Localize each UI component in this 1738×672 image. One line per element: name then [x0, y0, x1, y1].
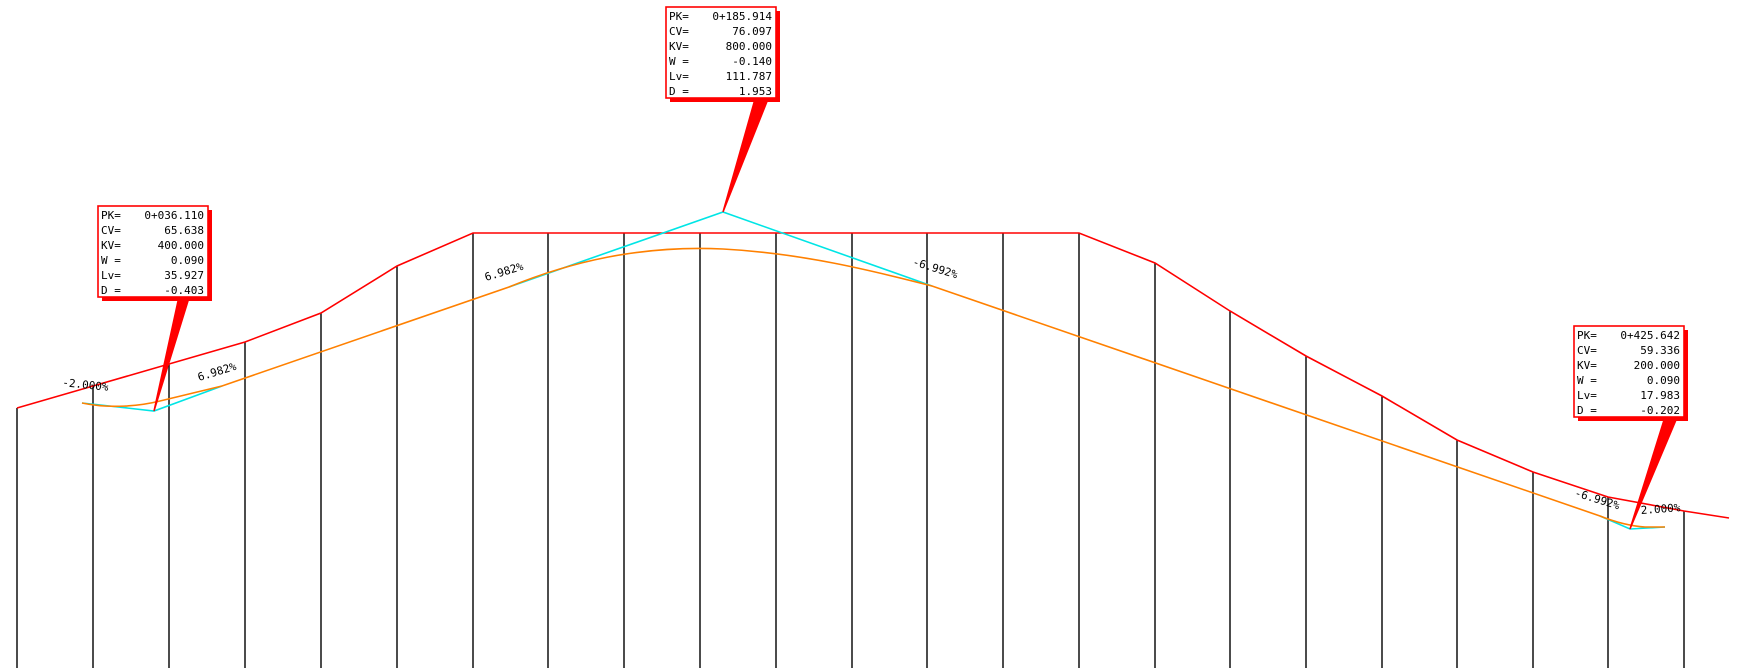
callout-value: 1.953 — [739, 85, 772, 98]
callout-value: 0.090 — [1647, 374, 1680, 387]
callout-value: -0.140 — [732, 55, 772, 68]
callout-vc3: PK= 0+425.642 CV= 59.336 KV= 200.000 W = 0.090 L… — [1573, 325, 1688, 421]
callout-key: CV= — [101, 224, 121, 237]
grade-line — [81, 247, 1665, 528]
callout-value: 35.927 — [164, 269, 204, 282]
callout-key: Lv= — [101, 269, 121, 282]
leader-vc2 — [722, 98, 770, 213]
station-lines — [16, 233, 1685, 669]
callout-key: W = — [669, 55, 689, 68]
tangent-lines — [81, 211, 1666, 530]
callout-value: 111.787 — [726, 70, 772, 83]
callout-box — [97, 205, 209, 298]
callout-value: -0.202 — [1640, 404, 1680, 417]
callout-key: PK= — [669, 10, 689, 23]
callout-box — [1573, 325, 1685, 418]
leader-vc1 — [153, 300, 190, 412]
callout-key: PK= — [1577, 329, 1597, 342]
callout-key: KV= — [669, 40, 689, 53]
callout-value: 59.336 — [1640, 344, 1680, 357]
callout-value: 200.000 — [1634, 359, 1680, 372]
callout-key: KV= — [1577, 359, 1597, 372]
callout-value: -0.403 — [164, 284, 204, 297]
callout-key: D = — [1577, 404, 1597, 417]
callout-value: 0.090 — [171, 254, 204, 267]
callout-key: W = — [101, 254, 121, 267]
grade-label: -6.992% — [911, 255, 959, 281]
callout-value: 17.983 — [1640, 389, 1680, 402]
vertical-curve-callouts: PK= 0+036.110 CV= 65.638 KV= 400.000 W = 0.090 L… — [97, 6, 1688, 421]
callout-value: 0+425.642 — [1620, 329, 1680, 342]
callout-box — [665, 6, 777, 99]
grade-label: 6.982% — [483, 260, 525, 284]
callout-value: 76.097 — [732, 25, 772, 38]
callout-key: KV= — [101, 239, 121, 252]
grade-label: -2.000% — [62, 376, 110, 394]
callout-leaders — [153, 98, 1678, 530]
callout-key: D = — [669, 85, 689, 98]
callout-key: PK= — [101, 209, 121, 222]
callout-key: CV= — [1577, 344, 1597, 357]
callout-vc1: PK= 0+036.110 CV= 65.638 KV= 400.000 W = 0.090 L… — [97, 205, 212, 301]
terrain-line — [16, 232, 1730, 519]
callout-value: 0+036.110 — [144, 209, 204, 222]
callout-key: W = — [1577, 374, 1597, 387]
callout-vc2: PK= 0+185.914 CV= 76.097 KV= 800.000 W = -0.140… — [665, 6, 780, 102]
callout-key: D = — [101, 284, 121, 297]
callout-value: 65.638 — [164, 224, 204, 237]
grade-label: 6.982% — [196, 360, 238, 384]
callout-key: CV= — [669, 25, 689, 38]
callout-value: 800.000 — [726, 40, 772, 53]
callout-key: Lv= — [1577, 389, 1597, 402]
callout-value: 0+185.914 — [712, 10, 772, 23]
grade-label: 2.000% — [1640, 501, 1681, 517]
grade-labels: -2.000% 6.982% 6.982% -6.992% -6.992% 2.… — [62, 255, 1682, 517]
callout-value: 400.000 — [158, 239, 204, 252]
callout-key: Lv= — [669, 70, 689, 83]
